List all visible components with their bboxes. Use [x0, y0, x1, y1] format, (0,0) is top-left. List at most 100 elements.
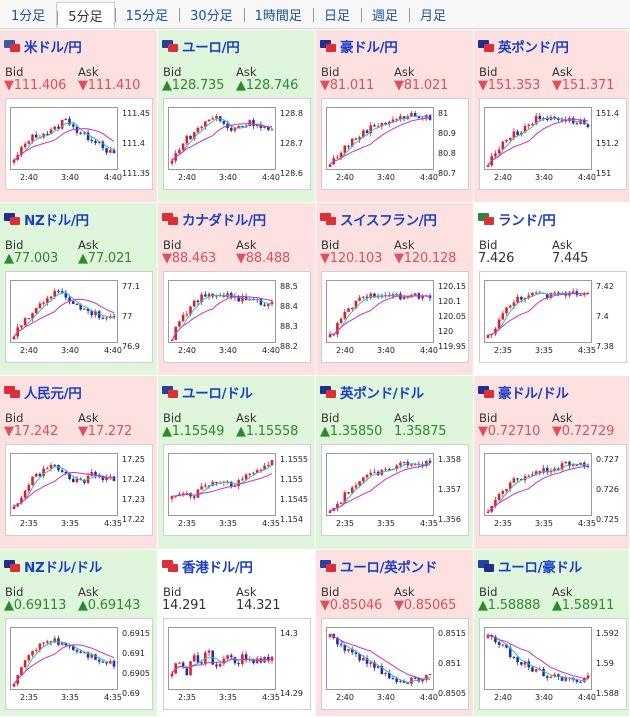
x-tick-label: 2:35: [336, 519, 354, 528]
tab-4[interactable]: 1時間足: [243, 0, 313, 28]
mini-candlestick-chart[interactable]: 151.4 151.2 151 2:40 3:40 4:40: [479, 98, 627, 190]
currency-pair-link[interactable]: カナダドル/円: [182, 213, 266, 229]
bid-label: Bid: [163, 65, 182, 79]
mini-candlestick-chart[interactable]: 7.42 7.4 7.38 2:35 3:35 4:35: [479, 271, 627, 363]
y-tick-label: 76.9: [122, 342, 140, 351]
bid-label: Bid: [321, 411, 340, 425]
tab-7[interactable]: 月足: [408, 0, 457, 28]
mini-candlestick-chart[interactable]: 0.6915 0.691 0.6905 0.69 2:35 3:35 4:35: [5, 618, 153, 710]
timeframe-tabs: 1分足 5分足 15分足 30分足 1時間足 日足 週足 月足: [0, 0, 630, 29]
rate-card[interactable]: 人民元/円 Bid Ask ▼17.242 ▼17.272 17.25 17.24 17.23…: [0, 376, 158, 550]
currency-pair-link[interactable]: ユーロ/英ポンド: [340, 560, 438, 576]
candle-body: [34, 473, 38, 477]
mini-candlestick-chart[interactable]: 14.3 14.29 2:35 3:35 4:35: [163, 618, 311, 710]
candle-body: [185, 667, 189, 676]
chart-plot-area: [168, 280, 276, 343]
rate-card[interactable]: ユーロ/豪ドル Bid Ask ▲1.58888 ▲1.58911 1.592 1.59 1.…: [474, 550, 630, 717]
chart-svg: [170, 113, 274, 166]
currency-pair-link[interactable]: 人民元/円: [24, 386, 82, 402]
currency-pair-link[interactable]: 英ポンド/ドル: [340, 386, 424, 402]
rate-card[interactable]: ユーロ/円 Bid Ask ▲128.735 ▲128.746 128.8 128.7 128…: [158, 30, 316, 203]
rate-card[interactable]: 香港ドル/円 Bid Ask 14.291 14.321 14.3 14.29 2:35 3:3…: [158, 550, 316, 717]
currency-pair-link[interactable]: ユーロ/豪ドル: [498, 560, 582, 576]
currency-pair-link[interactable]: ランド/円: [498, 213, 556, 229]
mini-candlestick-chart[interactable]: 1.1555 1.155 1.1545 1.154 2:35 3:35 4:35: [163, 444, 311, 536]
tab-3[interactable]: 30分足: [179, 0, 244, 28]
y-tick-label: 120: [438, 327, 454, 336]
y-tick-label: 1.356: [438, 515, 461, 524]
mini-candlestick-chart[interactable]: 0.727 0.726 0.725 2:35 3:35 4:35: [479, 444, 627, 536]
mini-candlestick-chart[interactable]: 17.25 17.24 17.23 17.22 2:35 3:35 4:35: [5, 444, 153, 536]
tab-2[interactable]: 15分足: [114, 0, 180, 28]
mini-candlestick-chart[interactable]: 81 80.9 80.8 80.7 2:40 3:40 4:40: [321, 98, 469, 190]
mini-candlestick-chart[interactable]: 120.15 120.1 120.05 120 119.95 2:40 3:40 4:40: [321, 271, 469, 363]
mini-candlestick-chart[interactable]: 128.8 128.7 128.6 2:40 3:40 4:40: [163, 98, 311, 190]
rate-card[interactable]: 豪ドル/円 Bid Ask ▼81.011 ▼81.021 81 80.9 80.8 80.7 2…: [316, 30, 474, 203]
candle-body: [538, 116, 542, 120]
candle-body: [339, 502, 343, 504]
tab-1[interactable]: 5分足: [56, 2, 115, 28]
chart-plot-area: [484, 627, 592, 690]
rate-card[interactable]: NZドル/円 Bid Ask ▲77.003 ▲77.021 77.1 77 76.9 2:40…: [0, 203, 158, 376]
mini-candlestick-chart[interactable]: 1.358 1.357 1.356 2:35 3:35 4:35: [321, 444, 469, 536]
bid-price: ▼111.406: [4, 78, 67, 93]
currency-pair-link[interactable]: 英ポンド/円: [498, 40, 569, 56]
currency-pair-link[interactable]: NZドル/円: [24, 213, 89, 229]
tab-0[interactable]: 1分足: [11, 8, 46, 24]
mini-candlestick-chart[interactable]: 77.1 77 76.9 2:40 3:40 4:40: [5, 271, 153, 363]
candle-body: [38, 473, 42, 476]
candle-body: [226, 655, 229, 659]
rate-card[interactable]: スイスフラン/円 Bid Ask ▼120.103 ▼120.128 120.15 120.…: [316, 203, 474, 376]
mini-candlestick-chart[interactable]: 0.8515 0.851 0.8505 2:40 3:40 4:40: [321, 618, 469, 710]
mini-candlestick-chart[interactable]: 1.592 1.59 1.588 2:40 3:40 4:40: [479, 618, 627, 710]
currency-pair-link[interactable]: 香港ドル/円: [182, 560, 253, 576]
rate-card[interactable]: 米ドル/円 Bid Ask ▼111.406 ▼111.410 111.45 111.4 11…: [0, 30, 158, 203]
tab-5[interactable]: 日足: [312, 0, 361, 28]
rate-card[interactable]: 豪ドル/ドル Bid Ask ▼0.72710 ▼0.72729 0.727 0.726 0.…: [474, 376, 630, 550]
ma-short-line: [13, 292, 115, 337]
rate-card[interactable]: NZドル/ドル Bid Ask ▲0.69113 ▲0.69143 0.6915 0.691…: [0, 550, 158, 717]
currency-pair-link[interactable]: NZドル/ドル: [24, 560, 102, 576]
candle-body: [362, 477, 365, 482]
currency-pair-link[interactable]: ユーロ/ドル: [182, 386, 253, 402]
card-header: 米ドル/円: [4, 36, 82, 56]
currency-flag-icon: [4, 560, 20, 572]
y-tick-label: 128.6: [280, 169, 303, 178]
ask-label: Ask: [78, 411, 99, 425]
candle-body: [347, 145, 350, 147]
candle-body: [97, 141, 101, 143]
ask-price: 14.321: [236, 598, 281, 613]
candle-body: [512, 302, 516, 306]
rate-card[interactable]: カナダドル/円 Bid Ask ▼88.463 ▼88.488 88.5 88.4 88.3 8…: [158, 203, 316, 376]
x-tick-label: 4:40: [578, 693, 596, 702]
bid-price: ▲1.15549: [162, 424, 225, 439]
card-header: 人民元/円: [4, 382, 82, 402]
rate-card[interactable]: 英ポンド/ドル Bid Ask ▲1.35850 1.35875 1.358 1.357 1.…: [316, 376, 474, 550]
rate-card[interactable]: ユーロ/ドル Bid Ask ▲1.15549 ▲1.15558 1.1555 1.155 1…: [158, 376, 316, 550]
currency-pair-link[interactable]: 米ドル/円: [24, 40, 82, 56]
chart-svg: [486, 112, 590, 167]
chart-svg: [328, 291, 432, 338]
currency-pair-link[interactable]: 豪ドル/ドル: [498, 386, 569, 402]
x-tick-label: 3:35: [535, 346, 553, 355]
chart-svg: [486, 460, 590, 513]
candle-body: [579, 295, 582, 297]
candle-body: [339, 318, 343, 323]
chart-svg: [12, 635, 116, 687]
rate-card[interactable]: ランド/円 Bid Ask 7.426 7.445 7.42 7.4 7.38 2:35 3:35…: [474, 203, 630, 376]
currency-pair-link[interactable]: 豪ドル/円: [340, 40, 398, 56]
currency-pair-link[interactable]: ユーロ/円: [182, 40, 240, 56]
currency-flag-icon: [4, 386, 20, 398]
chart-plot-area: [326, 107, 434, 170]
tab-6[interactable]: 週足: [360, 0, 409, 28]
rate-card[interactable]: ユーロ/英ポンド Bid Ask ▼0.85046 ▼0.85065 0.8515 0.85…: [316, 550, 474, 717]
chart-svg: [486, 288, 590, 339]
currency-pair-link[interactable]: スイスフラン/円: [340, 213, 437, 229]
candle-body: [402, 681, 406, 683]
mini-candlestick-chart[interactable]: 111.45 111.4 111.35 2:40 3:40 4:40: [5, 98, 153, 190]
candle-body: [34, 649, 38, 651]
mini-candlestick-chart[interactable]: 88.5 88.4 88.3 88.2 2:40 3:40 4:40: [163, 271, 311, 363]
x-tick-label: 4:35: [262, 519, 280, 528]
candle-body: [387, 672, 391, 679]
rate-card[interactable]: 英ポンド/円 Bid Ask ▼151.353 ▼151.371 151.4 151.2 15…: [474, 30, 630, 203]
